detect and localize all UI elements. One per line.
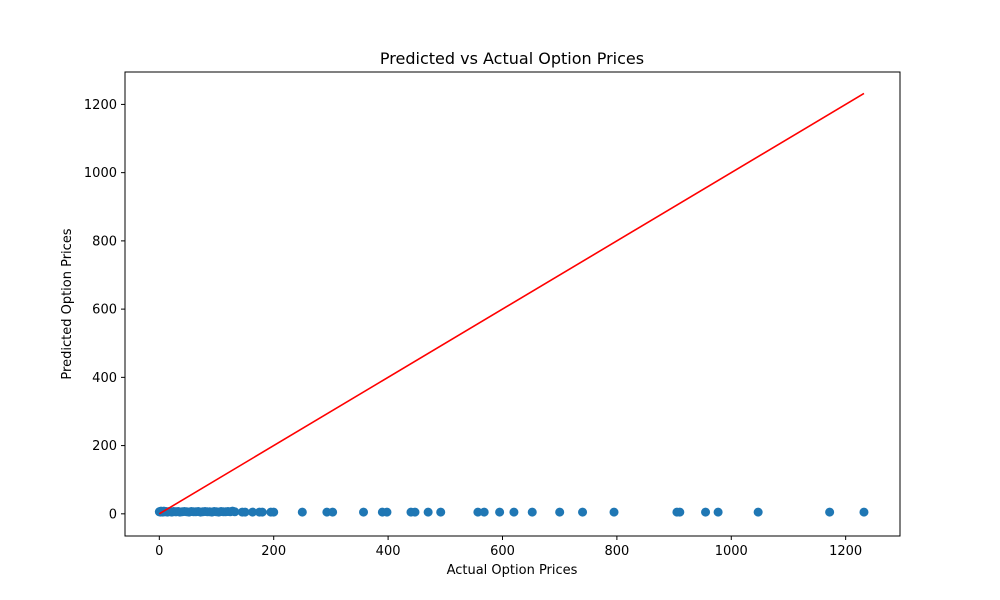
data-point (328, 507, 338, 517)
data-point (509, 507, 519, 517)
data-point (297, 507, 307, 517)
data-point (527, 507, 537, 517)
data-point (359, 507, 369, 517)
data-point (436, 507, 446, 517)
data-point (423, 507, 433, 517)
x-tick-label: 1000 (715, 544, 748, 559)
x-tick-label: 200 (261, 544, 286, 559)
data-point (495, 507, 505, 517)
data-point (382, 507, 392, 517)
x-tick-label: 600 (490, 544, 515, 559)
data-point (257, 507, 267, 517)
y-tick-label: 800 (92, 234, 117, 249)
y-tick-label: 0 (109, 507, 117, 522)
data-point (753, 507, 763, 517)
data-point (859, 507, 869, 517)
data-point (240, 507, 250, 517)
x-tick-label: 400 (376, 544, 401, 559)
data-point (410, 507, 420, 517)
y-tick-label: 1000 (84, 166, 117, 181)
data-point (479, 507, 489, 517)
data-point (713, 507, 723, 517)
y-tick-label: 600 (92, 303, 117, 318)
reference-line (158, 92, 865, 515)
data-point (825, 507, 835, 517)
data-point (555, 507, 565, 517)
x-ticks: 0 200 400 600 800 1000 1200 (155, 536, 862, 559)
data-point (578, 507, 588, 517)
y-ticks: 0 200 400 600 800 1000 1200 (84, 98, 125, 522)
y-tick-label: 200 (92, 439, 117, 454)
x-tick-label: 0 (155, 544, 163, 559)
data-point (230, 507, 240, 517)
data-point (248, 507, 258, 517)
data-point (701, 507, 711, 517)
data-point (609, 507, 619, 517)
x-axis-label: Actual Option Prices (447, 563, 578, 578)
data-point (473, 507, 483, 517)
plot-frame (124, 71, 901, 537)
reference-line-layer (158, 92, 865, 515)
chart-title: Predicted vs Actual Option Prices (380, 49, 644, 68)
x-tick-label: 800 (604, 544, 629, 559)
data-point (269, 507, 279, 517)
x-tick-label: 1200 (829, 544, 862, 559)
y-axis-label: Predicted Option Prices (60, 228, 75, 379)
y-tick-label: 400 (92, 371, 117, 386)
y-tick-label: 1200 (84, 98, 117, 113)
data-point (675, 507, 685, 517)
